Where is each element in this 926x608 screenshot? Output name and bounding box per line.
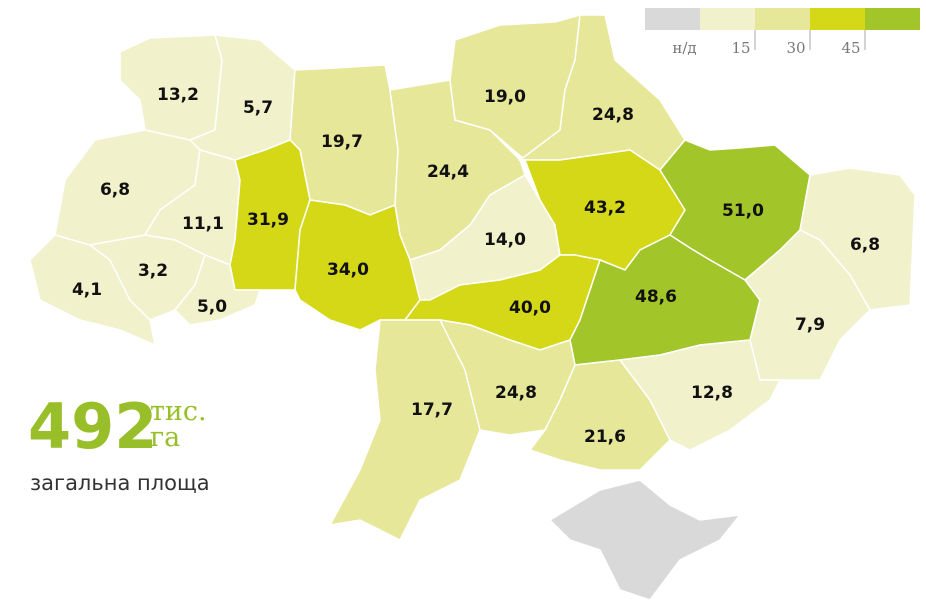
legend-nodata-swatch: [645, 8, 700, 30]
region-label: 24,8: [592, 105, 634, 125]
region-label: 11,1: [182, 214, 224, 234]
legend: н/д 15 30 45: [645, 8, 920, 57]
region-label: 31,9: [247, 210, 289, 230]
legend-swatch: [865, 8, 920, 30]
legend-swatch: [700, 8, 755, 30]
region-label: 4,1: [72, 280, 102, 300]
region-label: 19,7: [321, 132, 363, 152]
region-label: 40,0: [509, 298, 551, 318]
region-label: 17,7: [411, 400, 453, 420]
legend-tick-label: 30: [786, 39, 805, 57]
region-label: 3,2: [138, 261, 168, 281]
region-label: 51,0: [722, 201, 764, 221]
crimea: [548, 479, 742, 601]
region-label: 5,0: [197, 297, 227, 317]
total-unit-bottom: га: [150, 422, 180, 453]
region-label: 43,2: [584, 198, 626, 218]
region: [173, 254, 262, 326]
region-label: 12,8: [691, 383, 733, 403]
region-label: 21,6: [584, 427, 626, 447]
total-caption: загальна площа: [30, 471, 210, 495]
region-labels: 13,2 5,7 19,7 24,4 19,0 24,8 6,8 11,1 31,9 34,0 14…: [72, 85, 880, 447]
legend-nodata-label: н/д: [672, 39, 696, 57]
region-label: 48,6: [635, 287, 677, 307]
region-label: 5,7: [243, 98, 273, 118]
legend-tick-label: 45: [841, 39, 860, 57]
region-label: 7,9: [795, 315, 825, 335]
regions: [29, 13, 916, 601]
total-value: 492: [28, 390, 157, 463]
total-unit-top: тис.: [150, 396, 207, 427]
legend-tick-label: 15: [731, 39, 750, 57]
region-label: 19,0: [484, 87, 526, 107]
region-label: 24,4: [427, 162, 469, 182]
region: [618, 339, 782, 451]
region-label: 6,8: [100, 180, 130, 200]
legend-swatch: [755, 8, 810, 30]
region-label: 6,8: [850, 235, 880, 255]
region-label: 14,0: [484, 230, 526, 250]
legend-swatch: [810, 8, 865, 30]
region-label: 13,2: [157, 85, 199, 105]
region-label: 24,8: [495, 383, 537, 403]
region-label: 34,0: [327, 260, 369, 280]
